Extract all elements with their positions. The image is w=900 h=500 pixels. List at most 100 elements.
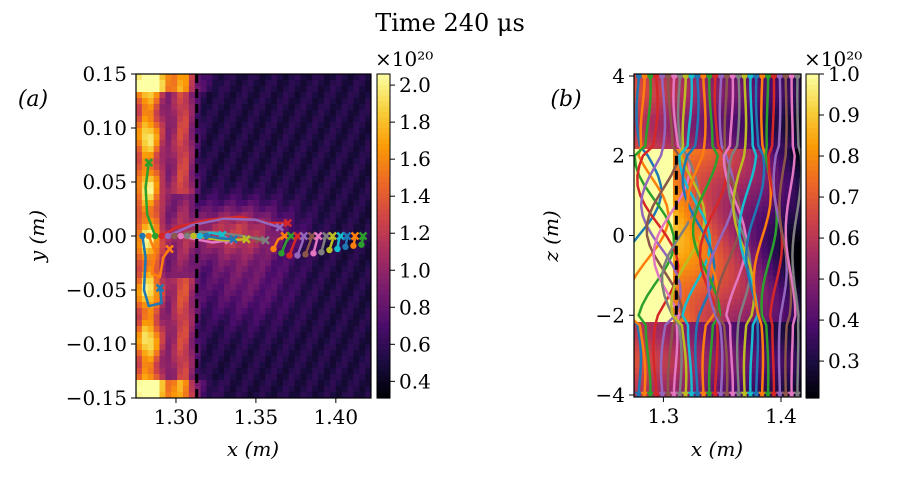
heat-cell-b	[789, 206, 797, 214]
heat-cell-b	[767, 218, 774, 225]
heat-cell-a	[335, 86, 343, 93]
heat-cell-a	[294, 92, 302, 99]
heat-cell-a	[288, 176, 296, 183]
heat-cell-b	[745, 356, 752, 363]
heat-cell-a	[241, 110, 249, 117]
heat-cell-a	[230, 350, 237, 357]
heat-cell-a	[218, 170, 225, 177]
heat-cell-b	[656, 373, 663, 381]
heat-cell-a	[159, 80, 166, 87]
heat-cell-b	[789, 223, 797, 231]
heat-cell-a	[206, 140, 213, 147]
heat-cell-a	[335, 110, 343, 117]
trajectory-end-marker	[229, 234, 238, 244]
field-line-start-marker	[776, 74, 783, 79]
heat-cell-a	[318, 170, 325, 177]
heat-cell-a	[341, 350, 349, 357]
heat-cell-a	[329, 326, 337, 333]
heat-cell-b	[745, 108, 752, 115]
heat-cell-a	[177, 152, 184, 159]
heat-cell-a	[165, 278, 172, 285]
heat-cell-b	[650, 218, 657, 225]
heat-cell-a	[265, 170, 272, 177]
heat-cell-a	[347, 194, 354, 201]
colorbar-ticks-a: 0.40.60.81.01.21.41.61.82.0	[390, 73, 431, 393]
heat-cell-a	[165, 194, 172, 201]
heat-cell-b	[734, 108, 741, 115]
heat-cell-b	[762, 298, 769, 306]
heat-cell-a	[318, 254, 325, 261]
heat-cell-a	[147, 308, 155, 315]
heat-cell-a	[247, 254, 255, 261]
heat-cell-a	[141, 374, 149, 381]
heat-cell-a	[183, 182, 190, 189]
heat-cell-a	[265, 236, 272, 243]
heat-cell-a	[159, 92, 166, 99]
heat-cell-a	[277, 344, 284, 351]
heat-cell-a	[288, 86, 296, 93]
heat-cell-b	[639, 218, 646, 225]
heat-cell-a	[341, 116, 349, 123]
heat-cell-a	[329, 380, 337, 387]
heat-cell-b	[773, 356, 780, 363]
heat-cell-a	[312, 350, 319, 357]
heat-cell-a	[200, 392, 208, 398]
heat-cell-a	[224, 386, 231, 393]
heat-cell-b	[750, 189, 758, 196]
heat-cell-a	[318, 344, 325, 351]
field-line	[681, 75, 716, 396]
heat-cell-a	[271, 380, 278, 387]
heat-cell-b	[778, 143, 785, 150]
heat-cell-a	[271, 80, 278, 87]
heat-cell-a	[147, 182, 155, 189]
heat-cell-b	[656, 298, 663, 306]
heat-cell-a	[294, 230, 302, 237]
heat-cell-b	[684, 97, 691, 104]
heat-cell-a	[136, 146, 143, 153]
heat-cell-b	[784, 281, 791, 289]
heat-cell-a	[341, 188, 349, 195]
heat-cell-b	[717, 287, 724, 294]
heat-cell-b	[667, 177, 674, 185]
heat-cell-a	[230, 368, 237, 375]
heat-cell-a	[183, 314, 190, 321]
heat-cell-a	[253, 110, 260, 117]
heat-cell-b	[667, 91, 674, 98]
heat-cell-a	[271, 392, 278, 398]
heat-cell-b	[717, 252, 724, 260]
heat-cell-b	[661, 339, 668, 346]
heat-cell-b	[756, 102, 763, 110]
heat-cell-b	[711, 316, 719, 323]
heat-cell-a	[347, 338, 354, 345]
heat-cell-a	[230, 308, 237, 315]
heat-cell-b	[762, 114, 769, 121]
heat-cell-a	[212, 290, 219, 297]
heat-cell-a	[324, 104, 331, 111]
heat-cell-b	[672, 373, 680, 381]
heat-cell-a	[194, 140, 202, 147]
heat-cell-a	[306, 290, 313, 297]
heat-cell-a	[183, 254, 190, 261]
heat-cell-a	[359, 332, 366, 339]
heat-cell-a	[241, 74, 249, 81]
heat-cell-a	[194, 278, 202, 285]
heat-cell-a	[218, 104, 225, 111]
heat-cell-b	[762, 293, 769, 300]
heat-cell-b	[678, 247, 685, 254]
heat-cell-a	[194, 200, 202, 207]
heat-cell-a	[235, 182, 243, 189]
heat-cell-a	[294, 380, 302, 387]
heat-cell-b	[672, 241, 680, 248]
heat-cell-a	[277, 158, 284, 165]
heat-cell-a	[230, 254, 237, 261]
heat-cell-a	[341, 74, 349, 81]
heat-cell-a	[165, 320, 172, 327]
heat-cell-b	[739, 293, 746, 300]
heat-cell-b	[678, 200, 685, 208]
heat-cell-b	[667, 137, 674, 144]
heat-cell-a	[324, 266, 331, 273]
field-line	[778, 75, 793, 396]
heat-cell-b	[661, 223, 668, 231]
colorbar-swatch	[806, 74, 819, 80]
